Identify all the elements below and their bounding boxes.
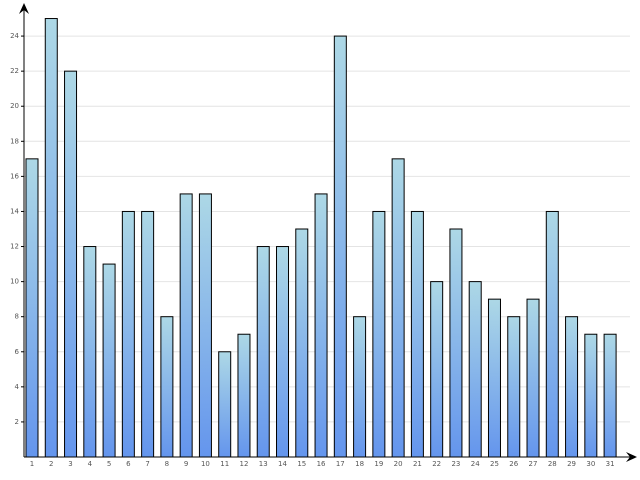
bar (102, 263, 116, 458)
bar (545, 210, 559, 458)
bar (391, 158, 405, 458)
bar (141, 210, 155, 458)
y-tick-label: 2 (15, 418, 19, 426)
x-tick-label: 16 (317, 460, 326, 468)
x-tick-label: 8 (165, 460, 169, 468)
x-tick-label: 14 (278, 460, 287, 468)
bar (314, 193, 328, 458)
bar (487, 298, 501, 458)
bar (353, 316, 367, 458)
y-tick-label: 6 (15, 348, 20, 356)
x-tick-label: 27 (529, 460, 538, 468)
bar (449, 228, 463, 458)
y-tick-label: 24 (10, 32, 19, 40)
y-tick-label: 14 (10, 207, 19, 215)
x-tick-label: 15 (297, 460, 306, 468)
bar (256, 246, 270, 458)
bar (430, 281, 444, 458)
y-tick-label: 4 (15, 383, 20, 391)
x-tick-label: 25 (490, 460, 499, 468)
x-tick-label: 26 (509, 460, 518, 468)
x-tick-label: 6 (126, 460, 131, 468)
x-tick-label: 9 (184, 460, 188, 468)
bar (276, 246, 290, 458)
bar (372, 210, 386, 458)
bar (198, 193, 212, 458)
bar (179, 193, 193, 458)
bar (25, 158, 39, 458)
bar (295, 228, 309, 458)
bar (121, 210, 135, 458)
bar (160, 316, 174, 458)
x-tick-label: 29 (567, 460, 576, 468)
bar (468, 281, 482, 458)
bar (237, 333, 251, 458)
x-tick-label: 30 (586, 460, 595, 468)
x-tick-label: 2 (49, 460, 53, 468)
y-tick-label: 16 (10, 172, 19, 180)
x-tick-label: 4 (88, 460, 93, 468)
bar (507, 316, 521, 458)
x-tick-label: 13 (259, 460, 268, 468)
x-tick-label: 17 (336, 460, 345, 468)
x-tick-label: 23 (451, 460, 460, 468)
y-axis-arrow (19, 3, 29, 14)
y-tick-label: 10 (10, 278, 19, 286)
bar (83, 246, 97, 458)
bar (526, 298, 540, 458)
x-tick-label: 3 (68, 460, 72, 468)
y-tick-label: 18 (10, 137, 19, 145)
x-tick-label: 7 (145, 460, 149, 468)
bar (603, 333, 617, 458)
x-tick-label: 11 (220, 460, 229, 468)
bar (565, 316, 579, 458)
x-tick-label: 28 (548, 460, 557, 468)
x-tick-label: 24 (471, 460, 480, 468)
x-tick-label: 20 (394, 460, 403, 468)
bar (410, 210, 424, 458)
x-tick-label: 21 (413, 460, 422, 468)
x-axis-arrow (626, 452, 637, 462)
bar (44, 18, 58, 458)
y-tick-label: 12 (10, 243, 19, 251)
x-tick-label: 19 (374, 460, 383, 468)
bar (584, 333, 598, 458)
x-tick-label: 31 (606, 460, 615, 468)
x-tick-label: 1 (30, 460, 34, 468)
x-tick-label: 18 (355, 460, 364, 468)
x-tick-label: 5 (107, 460, 111, 468)
bar (64, 70, 78, 458)
y-tick-label: 20 (10, 102, 19, 110)
x-tick-label: 22 (432, 460, 441, 468)
bar (333, 35, 347, 458)
x-tick-label: 12 (240, 460, 249, 468)
y-tick-label: 8 (15, 313, 19, 321)
bar (218, 351, 232, 458)
y-tick-label: 22 (10, 67, 19, 75)
x-tick-label: 10 (201, 460, 210, 468)
